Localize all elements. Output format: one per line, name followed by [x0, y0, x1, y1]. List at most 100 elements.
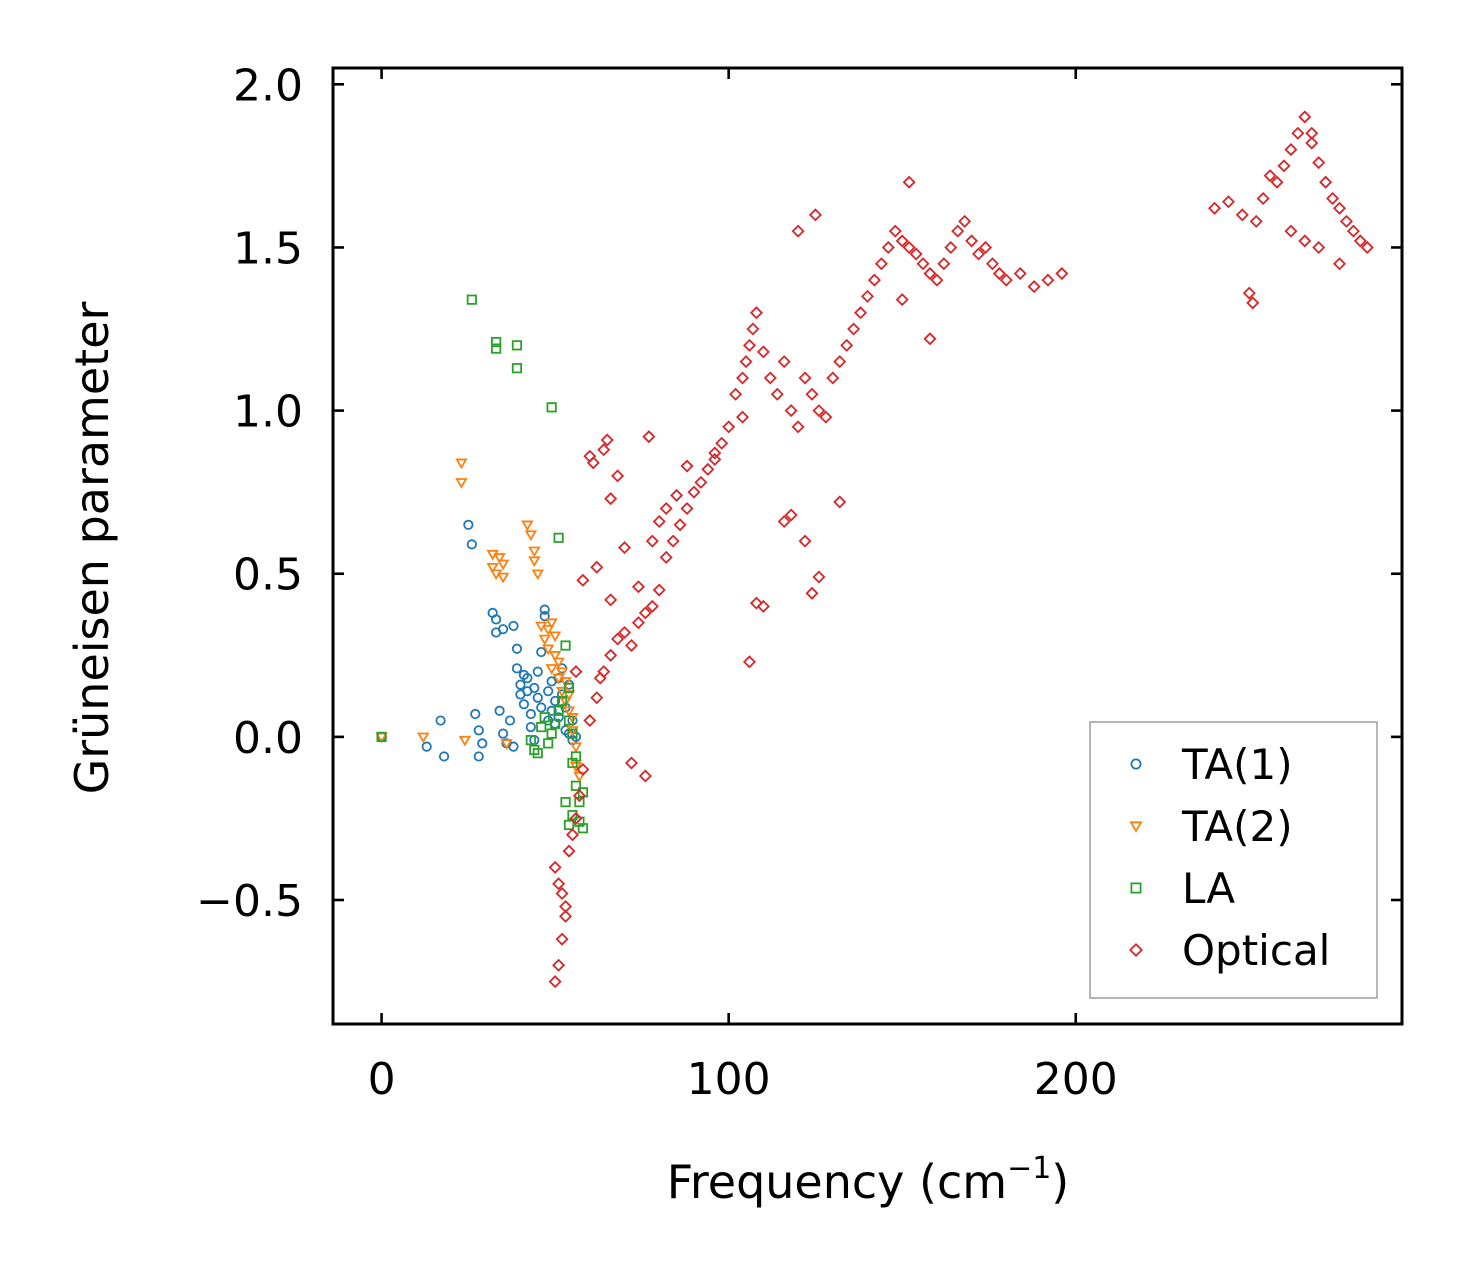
- data-point: [542, 644, 555, 656]
- data-point: [739, 355, 753, 369]
- data-point: [826, 371, 840, 385]
- data-point: [618, 625, 632, 639]
- data-point: [736, 371, 750, 385]
- data-point: [496, 572, 510, 584]
- data-point: [812, 570, 826, 584]
- data-point: [567, 728, 578, 739]
- data-point: [455, 458, 468, 470]
- data-point: [555, 667, 569, 679]
- data-point: [666, 534, 680, 548]
- data-point: [819, 410, 833, 424]
- data-point: [895, 293, 909, 307]
- legend-marker-icon: [1128, 942, 1144, 958]
- data-point: [600, 433, 614, 447]
- data-point: [572, 789, 586, 803]
- data-point: [624, 638, 639, 653]
- data-point: [590, 691, 604, 705]
- data-point: [538, 634, 551, 646]
- plot-frame: [331, 66, 1404, 1026]
- data-point: [494, 705, 505, 716]
- data-point: [550, 718, 561, 729]
- data-point: [562, 844, 576, 858]
- data-point: [1013, 267, 1027, 281]
- data-point: [604, 593, 618, 607]
- data-point: [1277, 159, 1291, 173]
- data-point: [784, 404, 798, 418]
- data-point: [1319, 175, 1333, 189]
- data-point: [543, 738, 554, 749]
- data-point: [548, 860, 562, 874]
- plot-data-layer: [375, 110, 1374, 989]
- data-point: [529, 682, 540, 694]
- data-point: [642, 430, 656, 444]
- data-point: [470, 708, 481, 720]
- data-point: [680, 501, 694, 516]
- data-point: [618, 541, 632, 555]
- data-point: [569, 665, 583, 679]
- data-point: [569, 811, 583, 825]
- data-point: [574, 797, 585, 808]
- legend-marker-icon: [1129, 821, 1143, 833]
- y-tick-label: 1.0: [233, 387, 303, 438]
- data-point: [638, 606, 652, 620]
- legend-label: Optical: [1182, 926, 1330, 975]
- data-point: [965, 234, 979, 248]
- data-point: [756, 345, 770, 359]
- data-point: [550, 695, 561, 707]
- legend-label: TA(1): [1181, 740, 1293, 789]
- data-point: [562, 690, 576, 701]
- data-point: [576, 762, 590, 777]
- data-point: [1208, 201, 1222, 215]
- data-point: [563, 682, 575, 694]
- data-point: [999, 273, 1013, 287]
- data-point: [909, 247, 923, 261]
- legend-items: TA(1) TA(2) LA Optical: [1128, 740, 1330, 975]
- data-point: [1305, 126, 1319, 140]
- data-point: [524, 530, 538, 541]
- data-point: [473, 751, 484, 762]
- data-point: [798, 534, 812, 548]
- data-point: [784, 508, 798, 522]
- data-point: [528, 556, 541, 568]
- data-point: [511, 663, 523, 674]
- data-point: [536, 702, 547, 713]
- data-point: [553, 705, 564, 716]
- data-point: [486, 562, 499, 574]
- data-point: [701, 462, 715, 476]
- data-point: [546, 705, 557, 716]
- data-point: [421, 741, 432, 752]
- data-point: [1249, 214, 1263, 228]
- x-axis-label-close: ): [1051, 1155, 1069, 1209]
- data-point: [563, 819, 575, 831]
- data-point: [508, 620, 519, 632]
- axes-layer: [331, 66, 1404, 1026]
- data-point: [559, 909, 573, 923]
- data-point: [543, 686, 554, 697]
- series-ta-2-: [375, 458, 586, 783]
- data-point: [1270, 175, 1284, 189]
- data-point: [559, 677, 572, 688]
- data-point: [1333, 201, 1347, 215]
- data-point: [736, 410, 750, 424]
- x-tick-label: 0: [368, 1054, 396, 1105]
- data-point: [458, 735, 472, 747]
- data-point: [586, 456, 600, 470]
- data-point: [555, 886, 569, 901]
- data-point: [500, 739, 513, 750]
- tick-labels-layer: 0 100 200 −0.5 0.0 0.5 1.0 1.5 2.0: [196, 60, 1118, 1105]
- x-axis-label-main: Frequency (cm: [667, 1155, 1007, 1209]
- data-point: [777, 515, 791, 529]
- data-point: [525, 721, 536, 733]
- data-point: [916, 257, 930, 271]
- data-point: [923, 267, 937, 281]
- data-point: [791, 224, 805, 238]
- data-point: [791, 420, 805, 434]
- data-point: [708, 446, 722, 460]
- data-point: [518, 699, 529, 710]
- data-point: [545, 664, 558, 675]
- legend: TA(1) TA(2) LA Optical: [1089, 721, 1378, 999]
- legend-item-optical: Optical: [1128, 926, 1330, 975]
- data-point: [1291, 126, 1305, 140]
- data-point: [552, 657, 565, 669]
